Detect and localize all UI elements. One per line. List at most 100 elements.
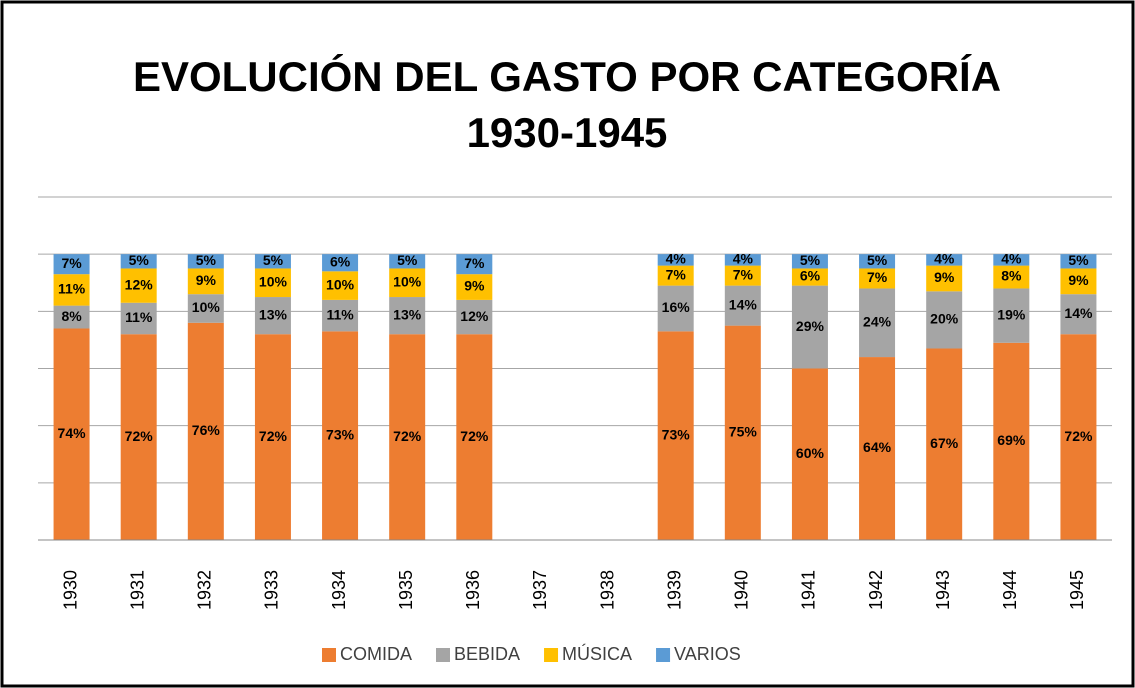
data-label: 72% (460, 428, 489, 444)
bar-segment (993, 288, 1030, 343)
data-label: 76% (192, 422, 221, 438)
bar-segment (322, 299, 359, 332)
x-tick-label: 1935 (396, 570, 416, 610)
data-label: 5% (263, 252, 284, 268)
bar-segment (322, 271, 359, 300)
bar-segment (993, 254, 1030, 266)
bar-segment (322, 331, 359, 540)
bar-segment (254, 268, 291, 298)
data-label: 8% (1001, 268, 1022, 284)
bar-segment (53, 328, 90, 540)
bar-segment (859, 357, 896, 540)
x-tick-label: 1939 (664, 570, 684, 610)
x-tick-label: 1933 (262, 570, 282, 610)
data-label: 29% (796, 318, 825, 334)
data-label: 6% (800, 268, 821, 284)
data-label: 5% (867, 252, 888, 268)
data-label: 10% (326, 276, 355, 292)
data-label: 5% (397, 252, 418, 268)
data-label: 10% (259, 273, 288, 289)
data-label: 73% (662, 426, 691, 442)
legend-swatch (436, 648, 450, 662)
data-label: 9% (934, 269, 955, 285)
x-tick-label: 1936 (463, 570, 483, 610)
x-tick-label: 1931 (127, 570, 147, 610)
data-label: 5% (800, 252, 821, 268)
bar-segment (926, 291, 963, 349)
data-label: 12% (460, 308, 489, 324)
legend-swatch (656, 648, 671, 662)
x-tick-label: 1945 (1067, 570, 1087, 610)
data-label: 10% (192, 299, 221, 315)
bar-segment (657, 331, 694, 540)
x-tick-label: 1941 (799, 570, 819, 610)
x-tick-label: 1944 (1000, 570, 1020, 610)
bar-segment (456, 299, 493, 335)
legend-swatch (322, 648, 336, 662)
bar-segment (53, 274, 90, 306)
bar-segment (657, 254, 694, 266)
data-label: 24% (863, 313, 892, 329)
bar-segment (724, 325, 761, 540)
data-label: 12% (125, 276, 154, 292)
bar-segment (389, 268, 426, 298)
bar-segment (456, 274, 493, 300)
bar-segment (926, 254, 963, 266)
data-label: 9% (196, 272, 217, 288)
bar-segment (1060, 268, 1097, 295)
data-label: 5% (196, 252, 217, 268)
data-label: 14% (1064, 305, 1093, 321)
x-tick-label: 1943 (933, 570, 953, 610)
data-label: 19% (997, 306, 1026, 322)
x-tick-label: 1942 (866, 570, 886, 610)
data-label: 5% (129, 252, 150, 268)
x-tick-label: 1934 (329, 570, 349, 610)
bar-segment (1060, 334, 1097, 540)
data-label: 13% (393, 306, 422, 322)
data-label: 7% (733, 266, 754, 282)
data-label: 73% (326, 426, 355, 442)
data-label: 72% (259, 428, 288, 444)
bar-segment (724, 254, 761, 266)
data-label: 8% (61, 308, 82, 324)
data-label: 69% (997, 432, 1026, 448)
bar-segment (187, 268, 224, 295)
data-label: 9% (464, 278, 485, 294)
chart-subtitle: 1930-1945 (467, 109, 668, 156)
data-label: 9% (1068, 272, 1089, 288)
bar-segment (791, 268, 828, 286)
data-label: 72% (125, 428, 154, 444)
bar-segment (926, 265, 963, 292)
bar-segment (456, 334, 493, 540)
data-label: 10% (393, 273, 422, 289)
data-label: 20% (930, 311, 959, 327)
legend-label: MÚSICA (562, 643, 632, 664)
data-label: 11% (125, 309, 153, 325)
bar-segment (187, 322, 224, 540)
data-label: 67% (930, 435, 959, 451)
bar-segment (724, 265, 761, 286)
legend-label: COMIDA (340, 644, 412, 664)
data-label: 7% (61, 255, 82, 271)
bar-segment (791, 254, 828, 269)
bar-segment (120, 334, 157, 540)
chart-title: EVOLUCIÓN DEL GASTO POR CATEGORÍA (133, 52, 1001, 100)
bar-segment (993, 342, 1030, 540)
data-label: 7% (464, 255, 485, 271)
data-label: 60% (796, 445, 825, 461)
bar-segment (53, 305, 90, 329)
bar-segment (254, 297, 291, 335)
legend-label: VARIOS (674, 644, 741, 664)
data-label: 11% (326, 306, 354, 322)
data-label: 4% (666, 251, 687, 267)
bar-segment (389, 334, 426, 540)
bar-segment (859, 288, 896, 358)
bar-segment (859, 268, 896, 289)
data-label: 11% (58, 281, 86, 297)
data-label: 16% (662, 299, 691, 315)
legend-swatch (544, 648, 559, 662)
bar-segment (1060, 254, 1097, 269)
bar-segment (1060, 294, 1097, 335)
legend-label: BEBIDA (454, 644, 520, 664)
